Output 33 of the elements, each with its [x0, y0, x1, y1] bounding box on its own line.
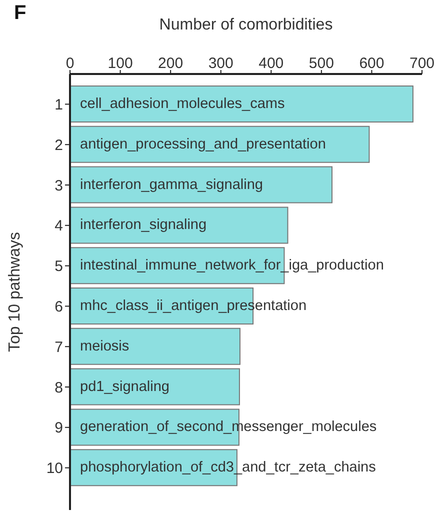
x-tick-label: 500 — [308, 55, 334, 72]
text: F — [14, 2, 26, 25]
bar — [70, 206, 288, 244]
x-tick-label: 600 — [359, 55, 384, 72]
annotation: pd1_signaling — [80, 378, 170, 395]
x-tick-label: 200 — [158, 55, 184, 72]
bar — [70, 368, 240, 406]
y-tick-label: 4 — [54, 218, 63, 235]
y-tick-label: 1 — [54, 96, 63, 114]
x-tick-label: 300 — [208, 55, 234, 72]
y-tick-label: 9 — [54, 420, 63, 437]
y-tick-label: 8 — [54, 379, 63, 396]
annotation: interferon_gamma_signaling — [80, 176, 263, 193]
bar — [70, 328, 240, 365]
y-tick-label: 3 — [54, 177, 63, 194]
x-tick-label: 0 — [66, 55, 74, 72]
x-tick-label: 100 — [108, 55, 133, 72]
bar — [70, 126, 370, 163]
y-axis-title: Top 10 pathways — [6, 232, 24, 352]
annotation: interferon_signaling — [80, 217, 207, 234]
bar — [70, 86, 414, 122]
x-axis-title: Number of comorbidities — [159, 16, 333, 34]
annotation: meiosis — [80, 338, 130, 354]
y-tick-label: 6 — [54, 298, 63, 316]
bar — [70, 166, 332, 204]
y-tick-label: 7 — [54, 338, 63, 356]
x-tick-label: 400 — [258, 55, 284, 72]
y-tick-label: 10 — [46, 460, 63, 478]
y-tick-label: 2 — [54, 136, 63, 154]
y-tick-label: 5 — [54, 258, 63, 276]
annotation: cell_adhesion_molecules_cams — [80, 96, 285, 112]
annotation: antigen_processing_and_presentation — [80, 136, 326, 152]
x-tick-label: 700 — [409, 55, 435, 72]
